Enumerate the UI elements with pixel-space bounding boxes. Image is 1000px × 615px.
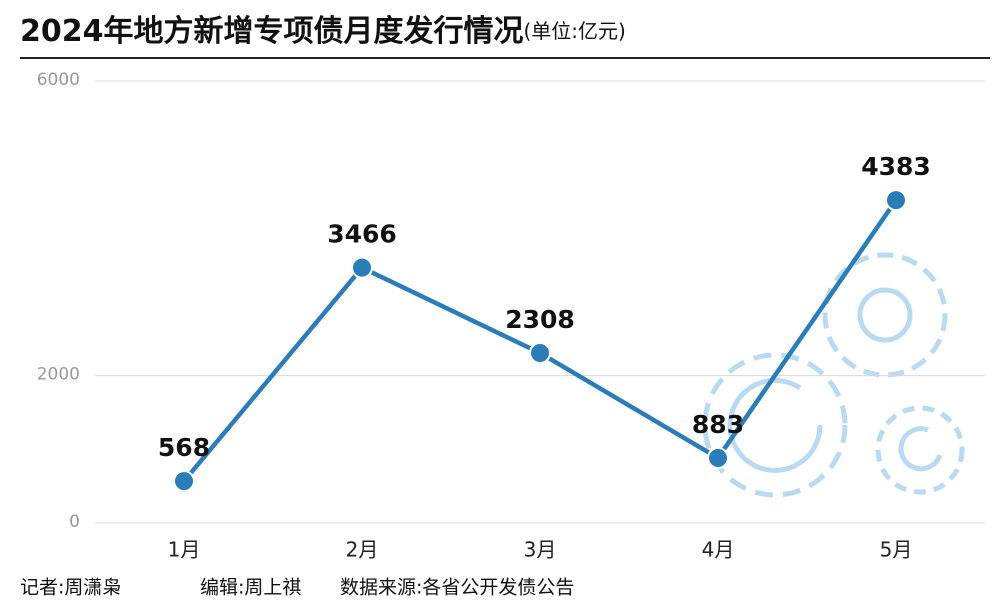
data-label: 3466: [327, 220, 397, 249]
x-tick-label: 3月: [524, 538, 557, 562]
chart-title: 2024年地方新增专项债月度发行情况(单位:亿元): [20, 14, 626, 49]
y-tick-label: 2000: [37, 365, 80, 385]
y-tick-label: 0: [69, 512, 80, 532]
point: [529, 341, 551, 364]
reporter: 记者:周潇枭: [20, 577, 121, 599]
point: [173, 470, 195, 493]
x-tick-label: 5月: [880, 538, 913, 562]
point: [707, 446, 729, 469]
editor: 编辑:周上祺: [200, 577, 301, 599]
x-tick-label: 2月: [346, 538, 379, 562]
data-label: 4383: [861, 152, 931, 181]
gear-decoration: [702, 252, 965, 498]
line: [182, 198, 898, 483]
data-label: 2308: [505, 305, 575, 334]
point: [885, 189, 907, 212]
x-tick-label: 4月: [702, 538, 735, 562]
y-tick-label: 6000: [37, 70, 80, 90]
x-tick-label: 1月: [168, 538, 201, 562]
unit: (单位:亿元): [524, 19, 626, 43]
data-label: 883: [692, 410, 744, 439]
source: 数据来源:各省公开发债公告: [340, 577, 574, 599]
title: 2024年地方新增专项债月度发行情况: [20, 14, 524, 49]
point: [351, 256, 373, 279]
data-label: 568: [158, 433, 210, 462]
